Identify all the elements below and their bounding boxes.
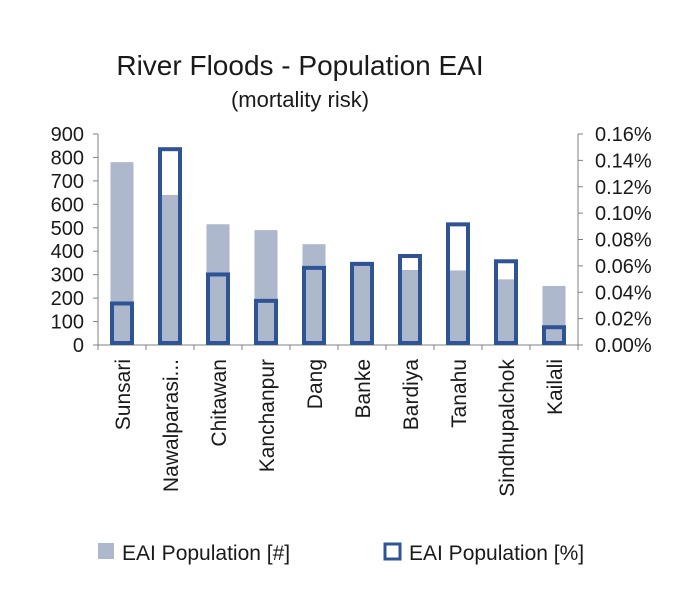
bar-eai-population-count <box>350 261 374 345</box>
bar-eai-population-count <box>542 285 566 345</box>
x-tick-label: Nawalparasi... <box>160 359 183 492</box>
y-left-tick-label: 500 <box>51 218 84 240</box>
bar-eai-population-percent <box>494 259 518 345</box>
x-tick-label: Kanchanpur <box>256 359 279 472</box>
y-left-tick-label: 700 <box>51 171 84 193</box>
chart-title: River Floods - Population EAI <box>116 50 483 81</box>
y-right-tick-label: 0.06% <box>595 256 652 278</box>
bar-eai-population-count <box>254 230 278 345</box>
y-left-tick-label: 800 <box>51 147 84 169</box>
x-tick-label: Kailali <box>544 359 567 415</box>
legend-label-outline: EAI Population [%] <box>409 542 584 565</box>
bar-eai-population-count <box>446 270 470 345</box>
x-tick-label: Chitawan <box>208 359 231 447</box>
y-left-tick-label: 100 <box>51 312 84 334</box>
x-tick-label: Banke <box>352 359 375 419</box>
bar-eai-population-count <box>206 224 230 345</box>
y-right-tick-label: 0.10% <box>595 203 652 225</box>
bar-eai-population-percent <box>302 265 326 345</box>
y-left-tick-label: 400 <box>51 241 84 263</box>
y-left-tick-label: 0 <box>73 335 84 357</box>
legend: EAI Population [#] EAI Population [%] <box>98 542 584 565</box>
x-tick-label: Dang <box>304 359 327 409</box>
y-right-tick-label: 0.08% <box>595 230 652 252</box>
bar-eai-population-percent <box>110 301 134 346</box>
y-left-tick-label: 300 <box>51 265 84 287</box>
bar-eai-population-percent <box>542 325 566 345</box>
bar-eai-population-count <box>398 269 422 345</box>
x-tick-label: Bardiya <box>400 359 423 431</box>
y-right-tick-label: 0.16% <box>595 124 652 146</box>
legend-swatch-outline <box>383 542 402 561</box>
legend-label-filled: EAI Population [#] <box>122 542 290 565</box>
y-left-tick-label: 600 <box>51 194 84 216</box>
bar-eai-population-count <box>494 279 518 345</box>
y-right-tick-label: 0.14% <box>595 150 652 172</box>
bar-eai-population-percent <box>350 261 374 346</box>
bar-eai-population-percent <box>158 147 182 345</box>
bar-eai-population-percent <box>206 272 230 345</box>
x-tick-label: Tanahu <box>448 359 471 428</box>
bar-eai-population-percent <box>398 254 422 346</box>
y-right-tick-label: 0.04% <box>595 282 652 304</box>
bar-eai-population-count <box>110 162 134 345</box>
y-left-tick-label: 900 <box>51 124 84 146</box>
y-right-tick-label: 0.02% <box>595 309 652 331</box>
legend-swatch-filled <box>98 543 114 559</box>
x-tick-label: Sunsari <box>112 359 135 430</box>
x-tick-label: Sindhupalchok <box>496 359 519 497</box>
bar-eai-population-percent <box>254 298 278 345</box>
y-right-tick-label: 0.00% <box>595 335 652 357</box>
y-left-tick-label: 200 <box>51 288 84 310</box>
bar-eai-population-percent <box>446 222 470 345</box>
chart-subtitle: (mortality risk) <box>231 87 369 112</box>
y-right-tick-label: 0.12% <box>595 177 652 199</box>
bar-eai-population-count <box>158 194 182 345</box>
